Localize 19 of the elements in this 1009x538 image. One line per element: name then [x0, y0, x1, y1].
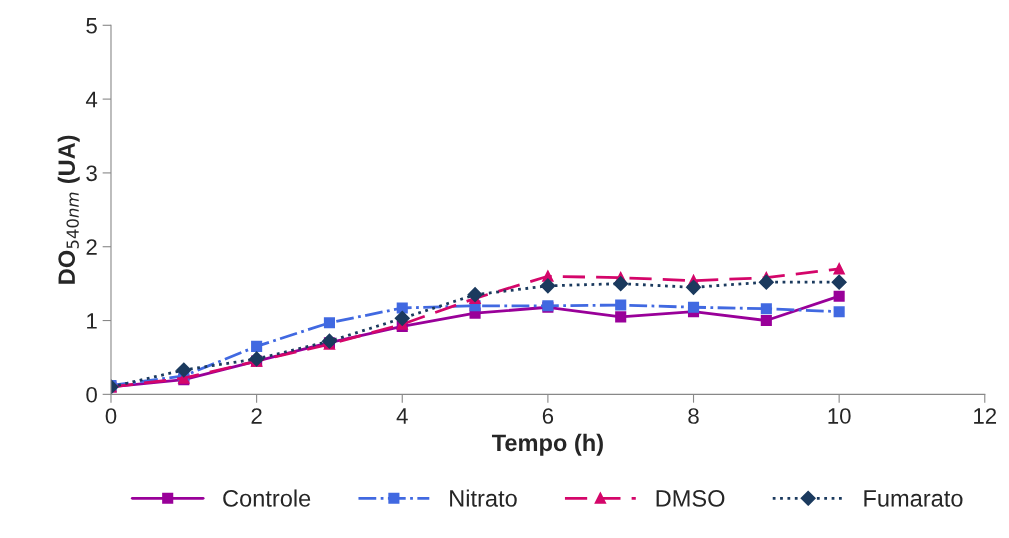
y-tick-label: 4 — [85, 91, 98, 108]
x-tick-label: 2 — [251, 408, 262, 424]
x-tick-label: 12 — [974, 408, 997, 424]
x-tick-label: 10 — [828, 408, 851, 424]
y-tick-label: 0 — [86, 386, 97, 403]
legend-label: Controle — [223, 489, 311, 507]
y-tick-label: 3 — [86, 165, 97, 182]
y-axis-title: DO$_{540nm}$ (UA) — [57, 135, 80, 284]
x-axis-title: Tempo (h) — [491, 433, 603, 456]
x-tick-label: 8 — [688, 408, 699, 424]
legend-label: DMSO — [656, 490, 725, 507]
y-tick-label: 5 — [86, 18, 97, 34]
legend-label: Nitrato — [450, 489, 517, 507]
legend-label: Fumarato — [864, 490, 963, 507]
y-tick-label: 2 — [86, 239, 97, 255]
x-tick-label: 6 — [542, 408, 554, 424]
x-tick-label: 4 — [396, 408, 408, 424]
x-tick-label: 0 — [105, 408, 117, 424]
y-tick-label: 1 — [87, 313, 97, 329]
